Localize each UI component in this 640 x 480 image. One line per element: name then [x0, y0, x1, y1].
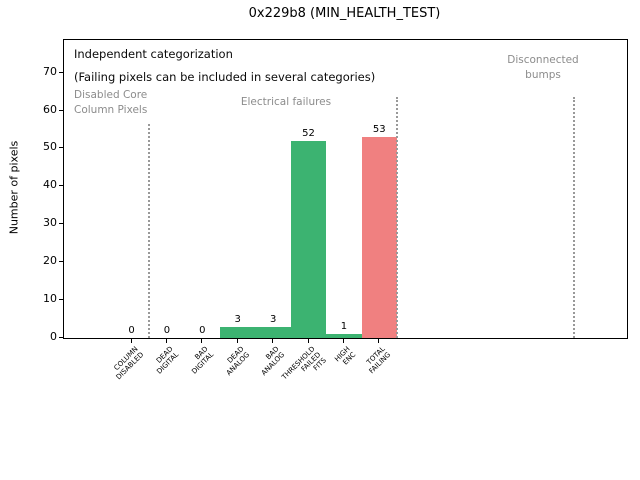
y-axis-label: Number of pixels [7, 140, 21, 235]
chart-title: 0x229b8 (MIN_HEALTH_TEST) [248, 6, 441, 21]
bar-value-label: 1 [340, 321, 348, 333]
y-tick-mark [59, 71, 63, 73]
y-tick-label: 20 [43, 254, 57, 268]
y-tick-label: 50 [43, 140, 57, 154]
y-tick-label: 60 [43, 102, 57, 116]
bar-value-label: 0 [199, 325, 206, 336]
annotation-disabled-core-column-pixels: Disabled Core Column Pixels [74, 89, 148, 116]
bar-high-enc [326, 334, 362, 338]
annotation-failing-note: (Failing pixels can be included in sever… [74, 70, 376, 84]
annotation-electrical-failures: Electrical failures [240, 96, 332, 108]
x-tick-mark [165, 339, 167, 343]
separator-line [572, 97, 575, 338]
annotation-independent-categorization: Independent categorization [74, 47, 233, 61]
x-tick-mark [130, 339, 132, 343]
separator-line [148, 124, 151, 338]
annotation-disconnected-bumps: Disconnected bumps [507, 54, 579, 81]
x-tick-mark [236, 339, 238, 343]
bar-value-label: 3 [269, 313, 277, 325]
y-tick-mark [59, 185, 63, 187]
plot-area: 0 0 0 3 3 52 1 53 [63, 39, 628, 339]
y-tick-mark [59, 337, 63, 338]
x-tick-mark [307, 339, 309, 343]
bar-value-label: 52 [302, 127, 315, 139]
y-tick-label: 0 [50, 330, 57, 343]
y-tick-mark [59, 261, 63, 263]
y-tick-label: 40 [43, 178, 57, 192]
y-tick-mark [59, 299, 63, 301]
y-tick-label: 10 [43, 292, 57, 306]
bar-value-label: 53 [372, 124, 386, 136]
bar-value-label: 3 [234, 313, 241, 325]
y-tick-mark [59, 147, 63, 149]
bar-dead-analog [220, 326, 256, 338]
x-tick-mark [272, 339, 274, 343]
x-tick-mark [201, 339, 203, 343]
x-tick-mark [342, 339, 344, 343]
y-tick-label: 70 [43, 64, 57, 78]
y-tick-mark [59, 223, 63, 225]
separator-line [395, 97, 398, 338]
y-tick-mark [59, 109, 63, 111]
y-tick-label: 30 [43, 216, 57, 230]
bar-total-failing [361, 137, 397, 338]
x-tick-mark [378, 339, 380, 343]
bar-bad-analog [255, 326, 291, 338]
bar-threshold-failed-fits [290, 140, 327, 338]
bar-value-label: 0 [163, 325, 171, 336]
bar-value-label: 0 [128, 325, 135, 336]
